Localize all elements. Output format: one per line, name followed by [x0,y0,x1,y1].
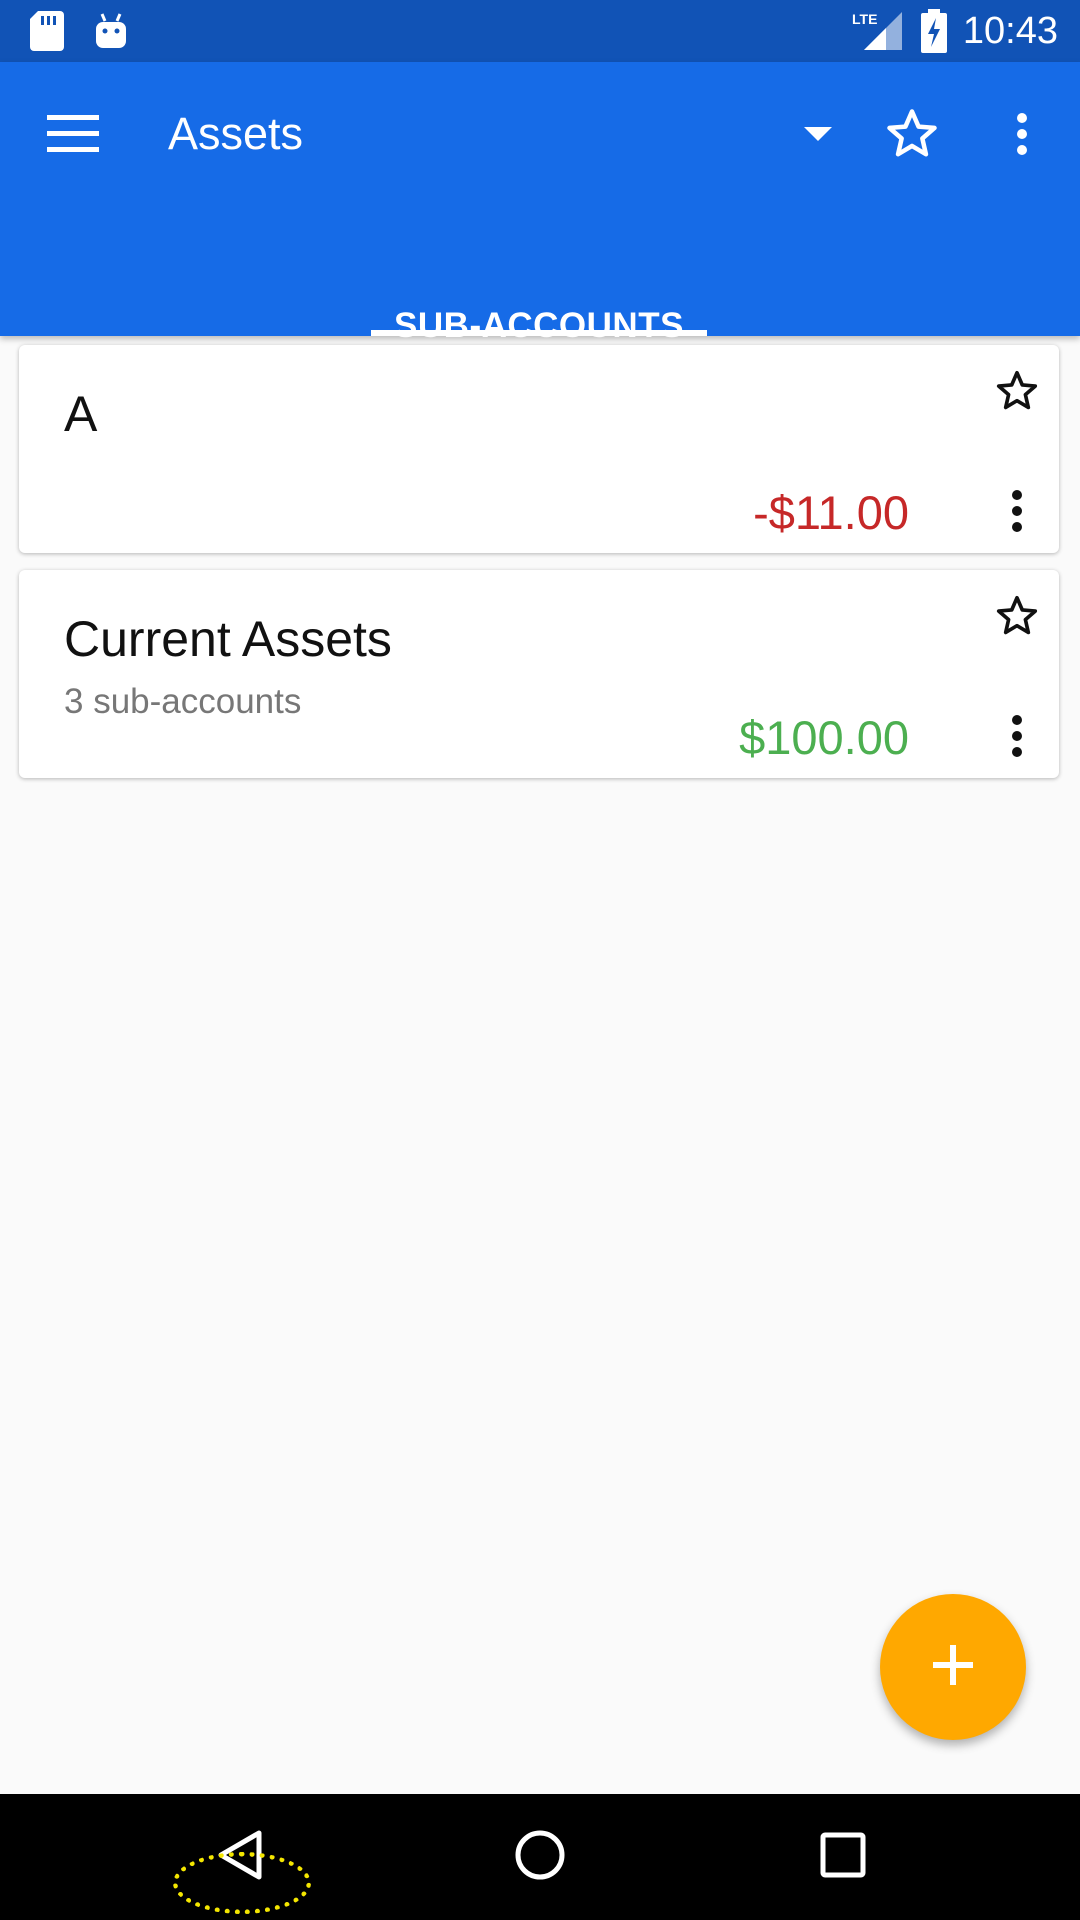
account-dropdown-button[interactable] [770,88,866,184]
star-outline-icon [995,370,1039,417]
account-card[interactable]: Current Assets 3 sub-accounts $100.00 [19,570,1059,778]
lte-signal-icon: LTE [852,0,902,62]
favorite-account-button[interactable] [985,361,1049,425]
account-balance: -$11.00 [753,486,909,539]
dropdown-arrow-icon [804,126,832,146]
recents-button[interactable] [753,1794,933,1920]
account-options-button[interactable] [985,706,1049,770]
status-time: 10:43 [962,9,1058,52]
account-options-button[interactable] [985,481,1049,545]
page-title: Assets [168,108,304,159]
star-outline-icon [885,108,939,165]
navigation-bar [0,1794,1080,1920]
favorite-account-button[interactable] [985,586,1049,650]
back-icon [217,1830,263,1885]
home-icon [514,1829,566,1886]
tab-sub-accounts[interactable]: SUB-ACCOUNTS [371,228,707,345]
menu-icon [47,114,99,158]
account-name: A [64,386,98,442]
sd-card-icon [30,0,64,62]
star-outline-icon [995,595,1039,642]
status-bar: LTE 10:43 [0,0,1080,62]
tab-label: SUB-ACCOUNTS [394,306,684,345]
account-subtitle: 3 sub-accounts [64,682,302,721]
menu-button[interactable] [25,88,121,184]
lte-label: LTE [852,11,877,27]
battery-charging-icon [920,0,948,62]
more-vert-icon [1011,489,1023,538]
account-balance: $100.00 [739,711,909,764]
plus-icon [933,1644,973,1690]
app-bar: Assets SUB-ACCOUNTS [0,62,1080,345]
account-name: Current Assets [64,611,392,667]
back-button[interactable] [150,1794,330,1920]
overflow-menu-button[interactable] [974,88,1070,184]
home-button[interactable] [450,1794,630,1920]
android-icon [94,0,128,62]
account-card[interactable]: A -$11.00 [19,345,1059,553]
add-account-button[interactable] [880,1594,1026,1740]
tab-indicator [371,330,707,336]
favorite-button[interactable] [864,88,960,184]
more-vert-icon [1016,112,1028,161]
recents-icon [820,1832,866,1883]
more-vert-icon [1011,714,1023,763]
